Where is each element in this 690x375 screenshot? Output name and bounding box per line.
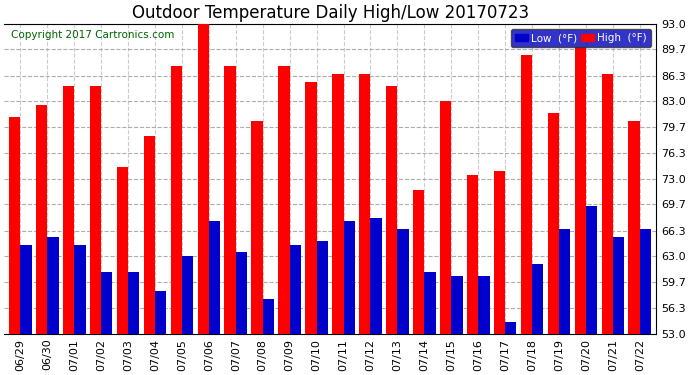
Bar (36, 105, 47, 334)
Bar (424, 272, 435, 334)
Title: Outdoor Temperature Daily High/Low 20170723: Outdoor Temperature Daily High/Low 20170… (132, 4, 529, 22)
Bar (20, 244, 32, 334)
Legend: Low  (°F), High  (°F): Low (°F), High (°F) (511, 29, 651, 47)
Bar (75, 244, 86, 334)
Bar (128, 272, 139, 334)
Bar (629, 121, 640, 334)
Bar (467, 175, 478, 334)
Bar (602, 74, 613, 334)
Bar (386, 86, 397, 334)
Bar (613, 237, 624, 334)
Bar (548, 113, 559, 334)
Bar (451, 276, 462, 334)
Bar (359, 74, 371, 334)
Bar (478, 276, 489, 334)
Bar (413, 190, 424, 334)
Bar (182, 256, 193, 334)
Bar (305, 82, 317, 334)
Bar (170, 66, 182, 334)
Bar (344, 221, 355, 334)
Bar (440, 101, 451, 334)
Bar (47, 237, 59, 334)
Bar (575, 47, 586, 334)
Bar (101, 272, 112, 334)
Bar (290, 244, 301, 334)
Bar (332, 74, 344, 334)
Bar (505, 322, 516, 334)
Bar (224, 66, 236, 334)
Bar (251, 121, 263, 334)
Bar (559, 229, 571, 334)
Bar (521, 55, 532, 334)
Bar (494, 171, 505, 334)
Bar (144, 136, 155, 334)
Bar (278, 66, 290, 334)
Bar (209, 221, 220, 334)
Bar (9, 117, 20, 334)
Bar (197, 20, 209, 334)
Bar (63, 86, 75, 334)
Bar (236, 252, 247, 334)
Bar (640, 229, 651, 334)
Text: Copyright 2017 Cartronics.com: Copyright 2017 Cartronics.com (10, 30, 174, 40)
Bar (317, 241, 328, 334)
Bar (263, 299, 274, 334)
Bar (117, 167, 128, 334)
Bar (397, 229, 408, 334)
Bar (155, 291, 166, 334)
Bar (371, 217, 382, 334)
Bar (90, 86, 101, 334)
Bar (586, 206, 598, 334)
Bar (532, 264, 544, 334)
